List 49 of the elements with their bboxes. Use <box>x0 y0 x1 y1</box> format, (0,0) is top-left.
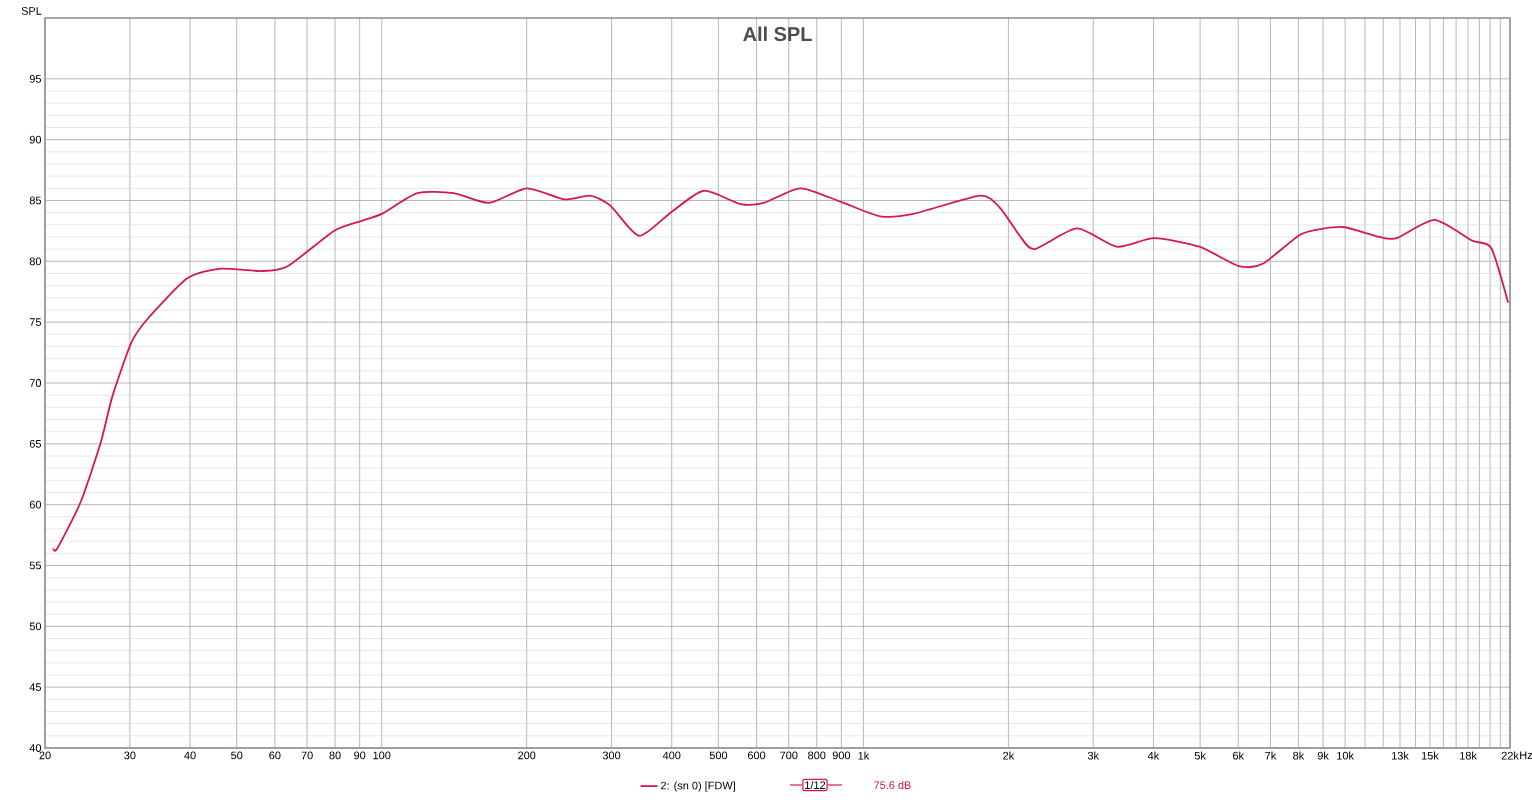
x-tick-label: 20 <box>39 751 51 760</box>
x-tick-label: 300 <box>602 751 621 760</box>
y-tick-label: 85 <box>29 196 42 205</box>
x-tick-label: 18k <box>1460 751 1477 760</box>
y-tick-label: 95 <box>29 74 42 83</box>
text: 1/12 <box>805 780 826 790</box>
x-tick-label: 1k <box>858 751 870 760</box>
x-tick-label: 80 <box>329 751 341 760</box>
y-tick-label: 80 <box>29 257 42 266</box>
x-tick-label: 700 <box>780 751 798 760</box>
x-tick-label: 13k <box>1391 751 1409 760</box>
y-tick-label: 50 <box>29 622 42 631</box>
x-tick-label: 60 <box>269 751 281 760</box>
y-tick-label: 55 <box>29 561 42 570</box>
y-tick-label: 75 <box>29 318 42 326</box>
x-tick-label: 30 <box>124 751 136 760</box>
y-tick-label: 40 <box>29 744 42 752</box>
x-axis-title: Hz <box>1520 751 1532 759</box>
x-tick-label: 3k <box>1087 751 1100 760</box>
x-tick-label: 9k <box>1317 751 1329 760</box>
x-tick-label: 2k <box>1003 751 1015 760</box>
x-tick-label: 900 <box>832 751 851 760</box>
x-tick-label: 400 <box>662 751 681 760</box>
x-tick-label: 8k <box>1293 751 1305 760</box>
x-tick-label: 800 <box>808 751 826 760</box>
text: 75.6 dB <box>874 780 911 790</box>
y-tick-label: 45 <box>29 683 42 691</box>
y-axis-title: SPL <box>21 7 42 15</box>
x-tick-label: 600 <box>747 751 766 760</box>
x-tick-label: 500 <box>709 751 728 760</box>
x-tick-label: 15k <box>1421 751 1439 760</box>
y-tick-label: 90 <box>29 135 42 144</box>
y-tick-label: 65 <box>29 439 42 448</box>
x-tick-label: 7k <box>1265 751 1277 760</box>
chart-title: All SPL <box>743 26 812 42</box>
legend-label: 2: (sn 0) [FDW] <box>660 781 735 792</box>
x-tick-label: 200 <box>518 751 536 760</box>
x-tick-label: 22k <box>1501 751 1519 760</box>
x-tick-label: 50 <box>231 751 243 760</box>
x-tick-label: 100 <box>373 751 391 760</box>
x-tick-label: 70 <box>301 751 313 760</box>
y-tick-label: 70 <box>29 379 42 387</box>
x-tick-label: 4k <box>1147 751 1160 760</box>
x-tick-label: 40 <box>184 751 196 760</box>
x-tick-label: 6k <box>1233 751 1245 760</box>
x-tick-label: 90 <box>354 751 366 760</box>
x-tick-label: 10k <box>1337 751 1354 760</box>
y-tick-label: 60 <box>29 500 42 509</box>
x-tick-label: 5k <box>1194 751 1206 760</box>
